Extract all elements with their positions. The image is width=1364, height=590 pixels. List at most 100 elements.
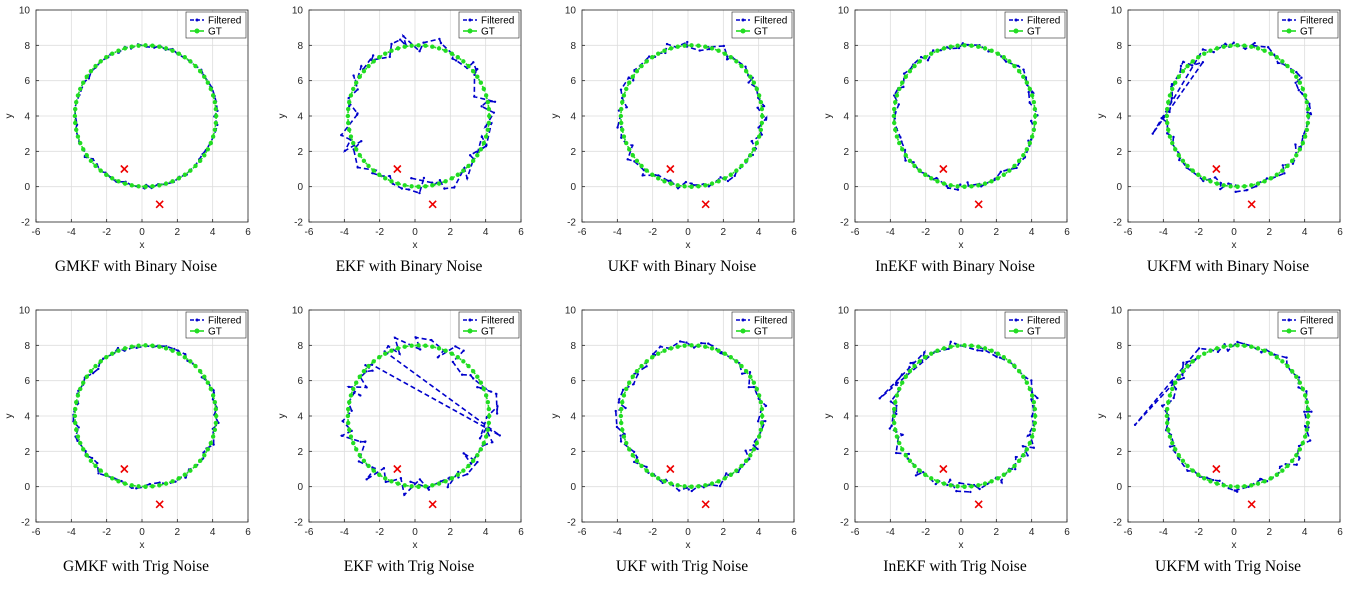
gt-point [1012, 363, 1017, 369]
gt-point [1027, 440, 1033, 446]
legend-marker-filtered [1014, 18, 1018, 22]
gt-point [1289, 158, 1295, 164]
filtered-point [895, 412, 898, 416]
gt-point [208, 140, 214, 146]
gt-point [760, 413, 765, 419]
x-tick-label: 2 [721, 527, 727, 538]
filtered-point [959, 183, 962, 186]
y-tick-label: 6 [843, 76, 849, 87]
filtered-point [422, 176, 426, 180]
gt-point [357, 74, 362, 79]
filtered-point [400, 187, 404, 190]
landmark-marker [120, 464, 129, 474]
gt-point [743, 68, 749, 74]
landmark-marker [974, 500, 983, 509]
filtered-point [388, 174, 392, 178]
gt-point [73, 120, 78, 126]
gt-point [486, 420, 492, 426]
filtered-point [480, 135, 484, 138]
gt-point [1255, 481, 1261, 486]
y-tick-label: 2 [297, 447, 303, 458]
gt-point [346, 106, 351, 112]
gt-point [486, 120, 492, 126]
gt-point [1001, 172, 1006, 177]
gt-point [1027, 386, 1033, 392]
gt-point [1300, 86, 1306, 92]
gt-point [907, 68, 913, 74]
gt-point [347, 400, 352, 405]
gt-point [98, 59, 103, 64]
y-axis-label: y [550, 114, 561, 119]
gt-point [136, 43, 141, 48]
gt-point [618, 113, 624, 119]
x-tick-label: 4 [1302, 527, 1308, 538]
gt-point [897, 140, 902, 146]
gt-point [110, 51, 115, 56]
x-tick-label: 2 [175, 527, 181, 538]
gt-point [1167, 393, 1173, 398]
x-tick-label: 4 [756, 527, 762, 538]
gt-point [1304, 100, 1310, 105]
gt-point [1235, 184, 1240, 189]
gt-point [436, 181, 442, 186]
x-tick-label: -6 [1124, 527, 1133, 538]
filtered-point [399, 477, 403, 480]
filtered-point [388, 55, 391, 59]
filtered-point [491, 440, 494, 444]
gt-point [656, 351, 661, 356]
filtered-point [923, 351, 926, 354]
filtered-point [641, 174, 644, 177]
filtered-point [621, 97, 624, 100]
filtered-point [669, 179, 672, 182]
gt-point [1180, 158, 1186, 164]
gt-point [466, 163, 471, 169]
gt-point [478, 447, 484, 452]
gt-point [485, 127, 491, 132]
gt-point [644, 59, 649, 64]
legend-label-gt: GT [208, 327, 222, 338]
gt-point [696, 43, 701, 48]
gt-point [475, 74, 480, 79]
gt-point [351, 386, 356, 392]
panel-caption: UKF with Trig Noise [615, 558, 749, 575]
gt-point [402, 44, 407, 49]
filtered-point [364, 440, 367, 443]
gt-point [969, 343, 974, 348]
filtered-point [1253, 41, 1256, 45]
x-tick-label: -2 [648, 227, 657, 238]
chart-panel: -6 -4 -2 0 2 4 6 -2 0 2 4 6 8 10 x y Filtered GT EKF with … [273, 0, 545, 290]
filtered-point [725, 58, 729, 61]
filtered-point [700, 341, 703, 345]
gt-point [1166, 427, 1171, 432]
gt-point [618, 413, 624, 419]
filtered-point [1295, 70, 1298, 74]
gt-point [371, 468, 376, 473]
gt-point [1262, 48, 1267, 53]
y-tick-label: -2 [1113, 218, 1122, 229]
filtered-point [201, 457, 205, 460]
gt-point [1228, 343, 1233, 348]
y-tick-label: 0 [843, 482, 849, 493]
y-axis-label: y [277, 114, 288, 119]
gt-point [348, 93, 354, 98]
gt-point [650, 172, 655, 177]
gt-point [208, 440, 214, 446]
gt-point [929, 51, 934, 56]
gt-point [893, 127, 898, 132]
filtered-point [102, 357, 105, 360]
gt-point [78, 386, 83, 392]
gt-point [1176, 453, 1181, 458]
gt-point [157, 483, 162, 488]
gt-point [989, 48, 994, 53]
chart-panel: -6 -4 -2 0 2 4 6 -2 0 2 4 6 8 10 x y Filtered GT UKF with … [546, 300, 818, 590]
filtered-point [359, 440, 362, 443]
x-tick-label: 0 [1231, 527, 1237, 538]
filtered-point [1182, 361, 1185, 364]
gt-point [1180, 368, 1186, 374]
y-tick-label: 4 [24, 112, 30, 123]
x-tick-label: 4 [1029, 527, 1035, 538]
filtered-point [135, 487, 138, 490]
filtered-point [889, 400, 893, 403]
